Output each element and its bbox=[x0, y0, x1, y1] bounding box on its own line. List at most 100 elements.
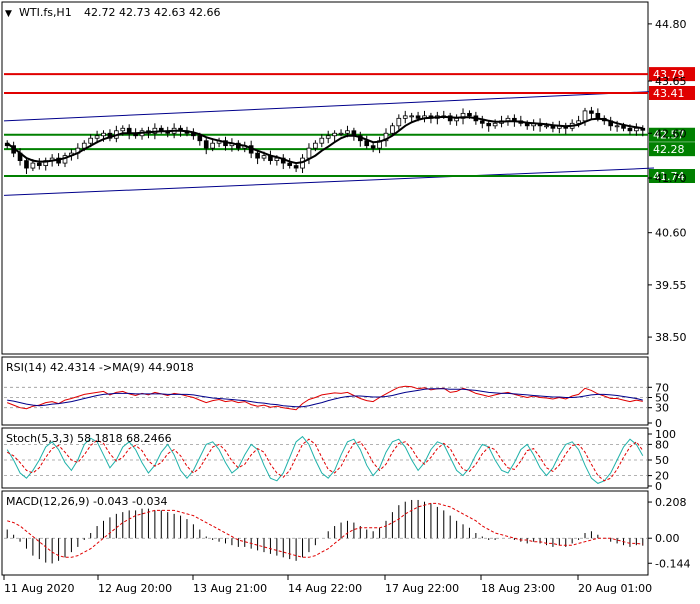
level-label: 41.74 bbox=[653, 170, 685, 183]
price-tick-label: 39.55 bbox=[655, 279, 687, 292]
candle-body bbox=[255, 152, 260, 159]
candle-body bbox=[460, 112, 466, 119]
level-tag bbox=[649, 127, 695, 142]
ohlc-values: 42.72 42.73 42.63 42.66 bbox=[84, 6, 220, 19]
stoch-panel-frame bbox=[1, 427, 649, 489]
candle-body bbox=[24, 160, 29, 169]
price-tick-label: 40.60 bbox=[655, 227, 687, 240]
rsi-line bbox=[7, 385, 643, 411]
candle-body bbox=[370, 145, 376, 149]
macd-tick-label: 0.00 bbox=[655, 532, 680, 545]
level-label: 43.41 bbox=[653, 87, 685, 100]
candle-body bbox=[409, 115, 414, 118]
x-tick-label: 12 Aug 20:00 bbox=[98, 582, 172, 595]
candle-body bbox=[197, 135, 203, 142]
x-tick-label: 13 Aug 21:00 bbox=[193, 582, 267, 595]
candle-body bbox=[479, 120, 485, 124]
x-tick-label: 20 Aug 01:00 bbox=[578, 582, 652, 595]
candle-body bbox=[319, 137, 325, 144]
x-tick-label: 17 Aug 22:00 bbox=[385, 582, 459, 595]
macd-tick-label: 0.208 bbox=[655, 496, 687, 509]
symbol-label: WTI.fs,H1 bbox=[19, 6, 72, 19]
candle-body bbox=[486, 122, 492, 127]
x-tick-label: 11 Aug 2020 bbox=[4, 582, 74, 595]
osc-tick-label: 50 bbox=[655, 392, 669, 405]
candle-body bbox=[345, 130, 350, 134]
level-label: 42.57 bbox=[653, 129, 685, 142]
level-tag bbox=[649, 67, 695, 82]
macd-title: MACD(12,26,9) -0.043 -0.034 bbox=[6, 495, 167, 508]
candle-body bbox=[287, 162, 293, 166]
candle-body bbox=[467, 112, 472, 117]
rsi-layer bbox=[4, 385, 647, 411]
osc-tick-label: 0 bbox=[655, 417, 662, 430]
price-panel-frame bbox=[1, 1, 649, 355]
candle-body bbox=[396, 117, 402, 127]
channel-lower-line bbox=[3, 167, 655, 196]
price-tick-label: 41.70 bbox=[655, 172, 687, 185]
candle-body bbox=[261, 155, 267, 159]
x-tick-label: 14 Aug 22:00 bbox=[288, 582, 362, 595]
candle-body bbox=[634, 127, 639, 132]
level-label: 43.79 bbox=[653, 68, 685, 81]
candle-body bbox=[364, 140, 370, 147]
candle-body bbox=[325, 135, 331, 139]
level-label: 42.28 bbox=[653, 143, 685, 156]
candle-body bbox=[94, 135, 100, 139]
candle-body bbox=[621, 125, 626, 129]
candle-body bbox=[30, 162, 36, 169]
candle-body bbox=[614, 125, 620, 128]
candle-body bbox=[576, 120, 581, 124]
osc-tick-label: 80 bbox=[655, 438, 669, 451]
stoch-signal-line bbox=[6, 438, 644, 482]
price-tick-label: 38.50 bbox=[655, 331, 687, 344]
stoch-main-line bbox=[6, 435, 644, 484]
moving-average-line bbox=[6, 115, 643, 165]
level-tag bbox=[649, 169, 695, 184]
candle-body bbox=[595, 112, 601, 119]
rsi-ma-line bbox=[7, 388, 643, 408]
price-tick-label: 43.65 bbox=[655, 75, 687, 88]
osc-tick-label: 100 bbox=[655, 428, 676, 441]
price-tick-label: 44.80 bbox=[655, 18, 687, 31]
candle-body bbox=[492, 122, 498, 127]
channel-upper-line bbox=[3, 90, 655, 122]
level-tag bbox=[649, 142, 695, 157]
candle-body bbox=[415, 115, 421, 119]
candle-body bbox=[293, 165, 299, 169]
stoch-layer bbox=[4, 435, 647, 484]
macd-signal-line bbox=[7, 502, 643, 558]
rsi-title: RSI(14) 42.4314 ->MA(9) 44.9018 bbox=[6, 361, 194, 374]
candle-body bbox=[589, 110, 594, 114]
osc-tick-label: 20 bbox=[655, 470, 669, 483]
collapse-triangle-icon[interactable]: ▼ bbox=[5, 9, 12, 19]
candle-body bbox=[332, 132, 337, 137]
osc-tick-label: 70 bbox=[655, 381, 669, 394]
macd-tick-label: -0.144 bbox=[655, 557, 690, 570]
level-tag bbox=[649, 85, 695, 100]
candle-body bbox=[101, 132, 106, 137]
macd-layer bbox=[4, 499, 647, 564]
candle-body bbox=[627, 127, 633, 132]
price-tick-label: 42.60 bbox=[655, 127, 687, 140]
candle-body bbox=[120, 127, 126, 132]
candle-body bbox=[338, 132, 344, 135]
macd-panel-frame bbox=[1, 490, 649, 576]
price-layer bbox=[3, 73, 655, 196]
candle-body bbox=[582, 110, 588, 122]
candle-body bbox=[306, 147, 312, 159]
candle-body bbox=[544, 125, 549, 128]
osc-tick-label: 0 bbox=[655, 480, 662, 493]
candle-body bbox=[383, 132, 389, 142]
candle-body bbox=[210, 142, 215, 149]
stoch-title: Stoch(5,3,3) 58.1818 68.2466 bbox=[6, 432, 172, 445]
candle-body bbox=[203, 140, 209, 149]
candle-body bbox=[88, 137, 93, 144]
candle-body bbox=[313, 142, 318, 149]
x-tick-label: 18 Aug 23:00 bbox=[481, 582, 555, 595]
candle-body bbox=[402, 115, 408, 119]
candle-body bbox=[390, 125, 395, 134]
